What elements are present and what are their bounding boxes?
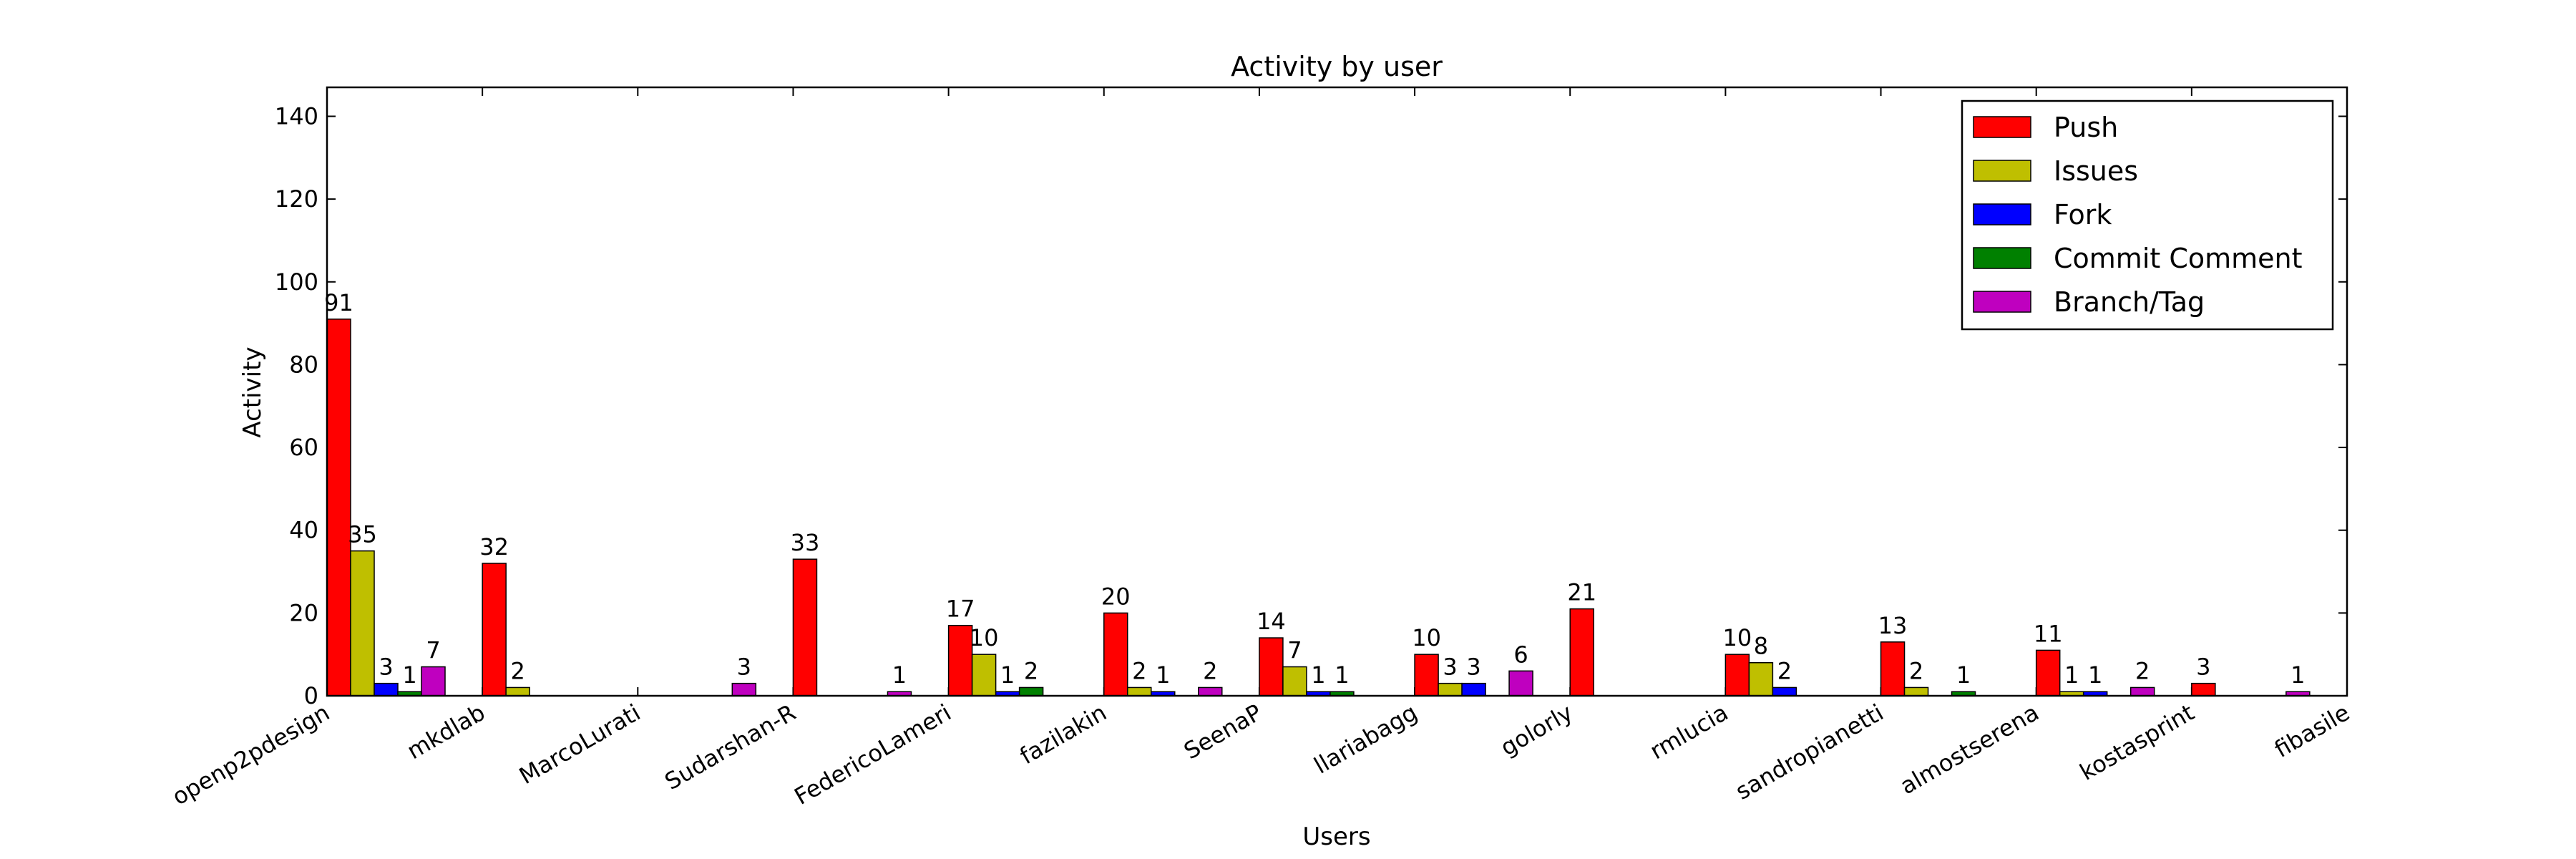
bar-value-label: 17 [946,596,975,623]
bar [2035,649,2061,697]
y-axis-label: Activity [238,346,267,437]
bar-value-label: 10 [1412,624,1441,651]
legend: Push Issues Fork Commit Comment Branch/Tag [1961,100,2334,331]
bar-value-label: 1 [2290,661,2305,689]
y-tick-label: 40 [289,517,318,544]
bar-value-label: 6 [1513,641,1528,668]
legend-label: Branch/Tag [2054,286,2205,318]
bar [326,319,351,697]
legend-swatch [1973,291,2031,313]
bar [947,624,973,697]
bar-value-label: 1 [1000,661,1015,689]
x-axis-label: Users [1302,822,1370,851]
bar-value-label: 91 [324,289,353,316]
legend-label: Push [2054,112,2118,143]
bar [1103,612,1128,697]
bar [1438,682,1463,697]
bar [1259,637,1284,697]
bar-value-label: 1 [1335,661,1349,689]
legend-swatch [1973,203,2031,225]
bar-value-label: 1 [1956,661,1971,689]
bar-value-label: 14 [1257,608,1286,635]
bar [350,550,375,697]
bar-value-label: 3 [379,654,393,681]
bar-value-label: 33 [791,529,820,556]
bar-value-label: 7 [426,637,440,664]
bar-value-label: 2 [1203,657,1217,684]
bar [1198,686,1223,697]
bar-value-label: 8 [1754,633,1768,660]
bar [2191,682,2216,697]
bar-value-label: 2 [1132,657,1146,684]
bar-value-label: 1 [2088,661,2102,689]
bar-value-label: 20 [1101,583,1131,610]
bar [482,563,507,697]
bar [1880,641,1906,697]
bar [731,682,757,697]
bar [1903,686,1929,697]
chart-title: Activity by user [1231,51,1443,82]
bar-value-label: 2 [2135,657,2150,684]
bar-value-label: 7 [1287,637,1302,664]
bar-value-label: 10 [1723,624,1752,651]
bar-value-label: 1 [2064,661,2079,689]
y-tick-label: 140 [275,102,318,130]
bar [1127,686,1152,697]
bar-value-label: 35 [348,521,377,548]
bar-value-label: 1 [892,661,907,689]
bar [1724,654,1750,697]
y-tick-label: 120 [275,185,318,213]
bar-value-label: 2 [1024,657,1038,684]
bar [1414,654,1439,697]
bar [1018,686,1044,697]
y-tick-label: 0 [304,682,318,709]
y-tick-label: 20 [289,599,318,626]
bar-value-label: 13 [1878,612,1908,639]
bar-value-label: 1 [1156,661,1170,689]
bar-value-label: 3 [1443,654,1457,681]
bar-value-label: 2 [1777,657,1792,684]
bar [2129,686,2155,697]
legend-swatch [1973,160,2031,182]
plot-frame [326,86,2348,697]
bar [1508,670,1533,697]
bar [792,558,818,697]
bar [505,686,530,697]
legend-label: Commit Comment [2054,243,2303,274]
bar [971,654,997,697]
y-tick-label: 80 [289,351,318,378]
bar-value-label: 2 [1909,657,1923,684]
bar-value-label: 1 [1311,661,1325,689]
bar-value-label: 21 [1567,579,1596,606]
bar-value-label: 10 [970,624,999,651]
bar-value-label: 1 [402,661,416,689]
legend-label: Fork [2054,199,2112,230]
y-tick-label: 60 [289,434,318,461]
bar [1461,682,1486,697]
bar [374,682,399,697]
bar-value-label: 11 [2034,620,2063,647]
y-tick-label: 100 [275,268,318,296]
bar-value-label: 2 [510,657,525,684]
legend-swatch [1973,247,2031,269]
bar-value-label: 3 [2196,654,2210,681]
bar [421,666,446,697]
bar-value-label: 3 [1466,654,1480,681]
bar-value-label: 32 [479,533,509,560]
bar [1282,666,1307,697]
legend-swatch [1973,116,2031,138]
legend-label: Issues [2054,155,2138,187]
bar [1772,686,1797,697]
bar [1569,608,1594,697]
bar [1748,661,1774,697]
bar-value-label: 3 [737,654,751,681]
